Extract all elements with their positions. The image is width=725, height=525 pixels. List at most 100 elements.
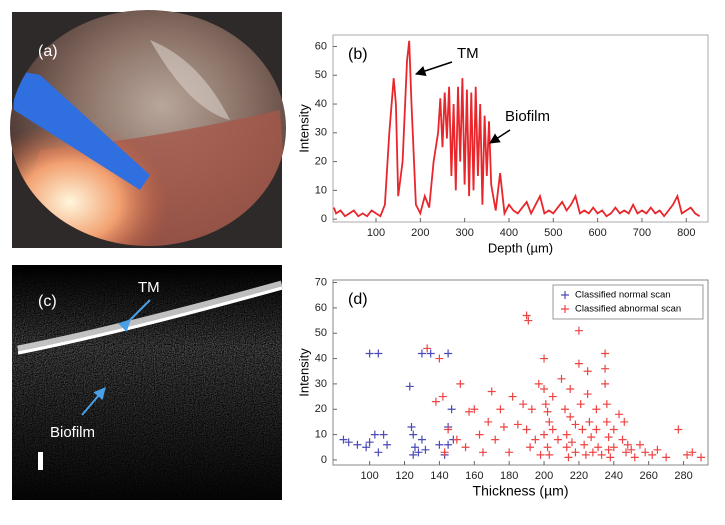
scatter-point bbox=[597, 450, 606, 459]
scatter-point bbox=[567, 438, 576, 447]
scatter-point bbox=[562, 443, 571, 452]
scatter-point bbox=[444, 440, 453, 449]
scatter-point bbox=[365, 438, 374, 447]
scatter-point bbox=[601, 364, 610, 373]
panel-label: (d) bbox=[348, 291, 368, 308]
scatter-point bbox=[409, 430, 418, 439]
scatter-point bbox=[571, 420, 580, 429]
scatter-point bbox=[578, 425, 587, 434]
legend-box bbox=[552, 284, 704, 320]
x-tick-label: 160 bbox=[465, 470, 483, 482]
y-tick-label: 50 bbox=[315, 69, 327, 81]
scatter-point bbox=[601, 349, 610, 358]
scatter-point bbox=[444, 425, 453, 434]
y-tick-label: 60 bbox=[315, 302, 327, 314]
scatter-point bbox=[581, 450, 590, 459]
scatter-point bbox=[475, 430, 484, 439]
y-tick-label: 0 bbox=[321, 213, 327, 225]
scatter-point bbox=[545, 417, 554, 426]
scatter-point bbox=[606, 453, 615, 462]
scatter-point bbox=[440, 448, 449, 457]
annotation: TM bbox=[138, 279, 160, 296]
y-tick-label: 30 bbox=[315, 127, 327, 139]
scatter-point bbox=[374, 349, 383, 358]
x-tick-label: 240 bbox=[605, 470, 623, 482]
y-tick-label: 20 bbox=[315, 155, 327, 167]
scatter-point bbox=[444, 349, 453, 358]
scatter-point bbox=[479, 448, 487, 457]
y-tick-label: 30 bbox=[315, 378, 327, 390]
scatter-point bbox=[414, 448, 423, 457]
scatter-point bbox=[545, 450, 554, 459]
scatter-point bbox=[583, 390, 592, 399]
scatter-point bbox=[531, 435, 540, 444]
scatter-point bbox=[601, 379, 610, 388]
scatter-point bbox=[618, 435, 627, 444]
scatter-point bbox=[548, 392, 557, 401]
scatter-point bbox=[585, 417, 594, 426]
x-tick-label: 100 bbox=[367, 227, 385, 239]
panel-label: (a) bbox=[38, 43, 58, 60]
scatter-point bbox=[557, 374, 566, 383]
scatter-point bbox=[435, 440, 444, 449]
scatter-point bbox=[487, 387, 496, 396]
scatter-point bbox=[491, 435, 500, 444]
scatter-point bbox=[683, 450, 692, 459]
scatter-point bbox=[505, 448, 514, 457]
scatter-point bbox=[602, 400, 611, 409]
panel-label: (b) bbox=[348, 46, 368, 63]
data-line bbox=[333, 40, 701, 218]
y-axis-label: Intensity bbox=[296, 348, 311, 397]
scatter-point bbox=[592, 405, 601, 414]
scatter-point bbox=[484, 417, 493, 426]
scatter-point bbox=[374, 448, 383, 457]
x-tick-label: 280 bbox=[674, 470, 692, 482]
scatter-point bbox=[543, 443, 552, 452]
x-tick-label: 220 bbox=[570, 470, 588, 482]
scatter-point bbox=[623, 440, 632, 449]
scatter-point bbox=[417, 349, 426, 358]
x-tick-label: 800 bbox=[677, 227, 695, 239]
scatter-point bbox=[594, 443, 603, 452]
scatter-point bbox=[540, 384, 549, 393]
legend-marker bbox=[561, 291, 569, 299]
scatter-point bbox=[583, 367, 592, 376]
scatter-point bbox=[540, 430, 549, 439]
annotation-arrow bbox=[415, 61, 453, 76]
scatter-point bbox=[697, 453, 706, 462]
scatter-point bbox=[609, 443, 618, 452]
x-tick-label: 400 bbox=[500, 227, 518, 239]
scatter-point bbox=[461, 443, 470, 452]
scatter-point bbox=[609, 425, 618, 434]
x-tick-label: 120 bbox=[395, 470, 413, 482]
scatter-point bbox=[496, 405, 505, 414]
annotation-arrow bbox=[489, 129, 511, 144]
scatter-point bbox=[370, 430, 379, 439]
scatter-point bbox=[562, 430, 571, 439]
scatter-point bbox=[409, 450, 418, 459]
scatter-point bbox=[630, 453, 639, 462]
scatter-point bbox=[541, 400, 550, 409]
scatter-point bbox=[383, 440, 392, 449]
x-tick-label: 180 bbox=[500, 470, 518, 482]
scatter-point bbox=[524, 316, 533, 325]
x-tick-label: 500 bbox=[544, 227, 562, 239]
scatter-point bbox=[602, 417, 611, 426]
panel-label: (c) bbox=[38, 293, 57, 310]
scatter-point bbox=[470, 405, 479, 414]
scatter-point bbox=[674, 425, 683, 434]
y-axis-label: Intensity bbox=[296, 104, 311, 153]
x-tick-label: 100 bbox=[360, 470, 378, 482]
endoscope-image: (a) bbox=[10, 10, 286, 248]
scatter-point bbox=[421, 445, 430, 454]
scatter-point bbox=[534, 379, 543, 388]
scatter-point bbox=[548, 425, 557, 434]
scatter-point bbox=[438, 392, 447, 401]
scatter-point bbox=[620, 417, 629, 426]
scatter-point bbox=[410, 443, 419, 452]
scatter-point bbox=[604, 433, 613, 442]
scatter-point bbox=[405, 382, 414, 391]
annotation: Biofilm bbox=[50, 424, 95, 441]
